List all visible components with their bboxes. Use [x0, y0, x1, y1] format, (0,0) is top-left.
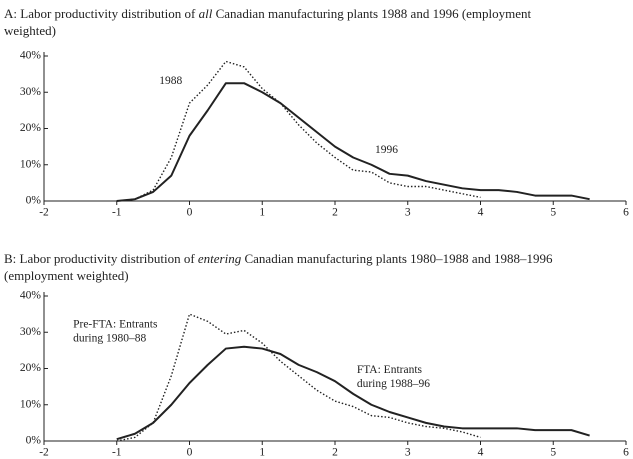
series-label: FTA: Entrants [357, 364, 423, 376]
line [116, 345, 590, 441]
y-tick-label: 30% [20, 86, 42, 98]
x-tick-label: 1 [259, 447, 265, 459]
y-tick-label: 40% [20, 50, 42, 62]
title-part: entering [197, 251, 242, 266]
x-tick-label: 6 [623, 447, 629, 459]
x-tick-label: 6 [623, 207, 629, 219]
title-part: B: Labor productivity distribution of [4, 251, 198, 266]
title-part: all [198, 6, 213, 21]
y-tick-label: 40% [20, 290, 42, 302]
x-tick-label: -1 [112, 447, 122, 459]
x-tick-label: 3 [405, 447, 411, 459]
y-tick-label: 0% [26, 195, 42, 207]
y-tick-label: 10% [20, 158, 42, 170]
series-label: during 1980–88 [73, 333, 146, 345]
x-tick-label: 5 [550, 447, 556, 459]
y-tick-label: 20% [20, 122, 42, 134]
x-tick-label: 0 [187, 207, 193, 219]
series-label: 1996 [375, 144, 398, 156]
series-label: during 1988–96 [357, 378, 430, 390]
x-tick-label: -2 [39, 207, 49, 219]
line [116, 313, 481, 442]
y-tick-label: 0% [26, 435, 42, 447]
line [116, 60, 481, 202]
x-tick-label: 2 [332, 447, 338, 459]
line [116, 82, 590, 202]
series-label: 1988 [159, 75, 182, 87]
chart-title: B: Labor productivity distribution of en… [4, 250, 584, 284]
x-tick-label: 5 [550, 207, 556, 219]
x-tick-label: -2 [39, 447, 49, 459]
title-part: A: Labor productivity distribution of [4, 6, 199, 21]
x-tick-label: 3 [405, 207, 411, 219]
title-part: Canadian manufacturing plants 1988 and 1… [4, 6, 532, 38]
x-tick-label: 0 [187, 447, 193, 459]
y-tick-label: 20% [20, 362, 42, 374]
x-tick-label: 1 [259, 207, 265, 219]
x-tick-label: -1 [112, 207, 122, 219]
x-tick-label: 4 [478, 447, 484, 459]
series-label: Pre-FTA: Entrants [73, 319, 158, 331]
x-tick-label: 2 [332, 207, 338, 219]
chart-title: A: Labor productivity distribution of al… [4, 5, 584, 39]
x-tick-label: 4 [478, 207, 484, 219]
y-tick-label: 10% [20, 398, 42, 410]
y-tick-label: 30% [20, 326, 42, 338]
title-part: Canadian manufacturing plants 1980–1988 … [4, 251, 553, 283]
